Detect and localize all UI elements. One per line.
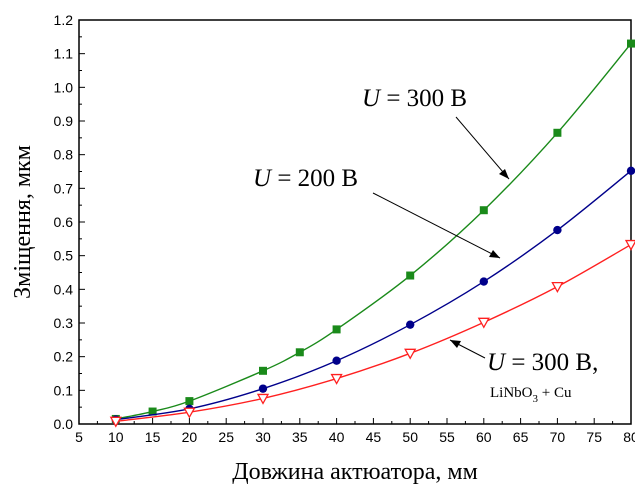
y-tick-label: 0.9 [54, 113, 74, 129]
x-tick-label: 30 [255, 429, 271, 445]
data-point [479, 206, 488, 215]
y-tick-label: 0.2 [54, 349, 74, 365]
data-point [553, 128, 562, 137]
data-point [256, 393, 270, 405]
x-tick-label: 75 [586, 429, 602, 445]
data-point [406, 271, 415, 280]
y-tick-label: 1.0 [54, 79, 74, 95]
x-tick-label: 45 [366, 429, 382, 445]
data-point [258, 384, 268, 393]
data-point [148, 407, 157, 416]
data-point [183, 407, 196, 419]
data-point [627, 39, 635, 48]
x-tick-label: 15 [145, 429, 161, 445]
data-point [479, 277, 488, 286]
data-point [185, 397, 194, 406]
data-point [406, 320, 415, 329]
annotation-u200: U = 200 В [253, 165, 358, 192]
x-tick-label: 60 [476, 429, 492, 445]
x-tick-label: 25 [218, 429, 234, 445]
data-point [109, 416, 122, 428]
series-layer [109, 39, 635, 428]
annotation-u300-arrow [455, 116, 510, 180]
y-tick-label: 0.8 [54, 147, 74, 163]
annotation-u200-arrow [372, 192, 501, 259]
annotation-u200-arrowhead [489, 250, 500, 258]
y-tick-label: 0.5 [54, 248, 74, 264]
annotation-u300: U = 300 В [362, 85, 467, 112]
x-tick-label: 80 [623, 429, 635, 445]
annotation-material: LiNbO3 + Cu [490, 385, 572, 405]
y-tick-label: 1.2 [54, 12, 74, 28]
data-point [624, 239, 635, 251]
y-tick-label: 0.3 [54, 315, 74, 331]
data-point [551, 281, 564, 293]
data-point [477, 317, 490, 329]
x-tick-label: 35 [292, 429, 308, 445]
x-axis-title: Довжина актюатора, мм [232, 459, 478, 485]
series-line-1 [115, 170, 632, 421]
data-point [330, 373, 343, 385]
data-point [626, 166, 635, 176]
x-tick-label: 5 [75, 429, 83, 445]
data-point [332, 356, 341, 365]
x-tick-label: 55 [439, 429, 455, 445]
y-axis-title: Зміщення, мкм [10, 145, 36, 299]
x-tick-label: 65 [513, 429, 529, 445]
x-tick-label: 40 [329, 429, 345, 445]
y-tick-label: 0.1 [54, 382, 74, 398]
annotation-u300-linbo3-arrowhead [450, 340, 461, 348]
x-tick-label: 10 [108, 429, 124, 445]
y-tick-label: 1.1 [54, 46, 74, 62]
y-tick-label: 0.4 [54, 281, 74, 297]
data-point [553, 225, 562, 235]
data-point [295, 348, 304, 357]
annotation-u300-arrowhead [499, 169, 509, 179]
axis-ticks: 5 10 15 20 25 30 35 40 45 50 55 60 65 70 75 80 0.0 0.1 0.2… [54, 12, 635, 445]
x-tick-label: 50 [402, 429, 418, 445]
data-point [259, 366, 267, 375]
y-tick-label: 0.6 [54, 214, 74, 230]
x-tick-label: 70 [550, 429, 566, 445]
x-tick-label: 20 [182, 429, 198, 445]
data-point [404, 348, 417, 360]
y-tick-label: 0.0 [54, 416, 74, 432]
data-point [332, 325, 341, 334]
y-tick-label: 0.7 [54, 180, 74, 196]
annotation-u300-linbo3: U = 300 В, [487, 349, 598, 376]
